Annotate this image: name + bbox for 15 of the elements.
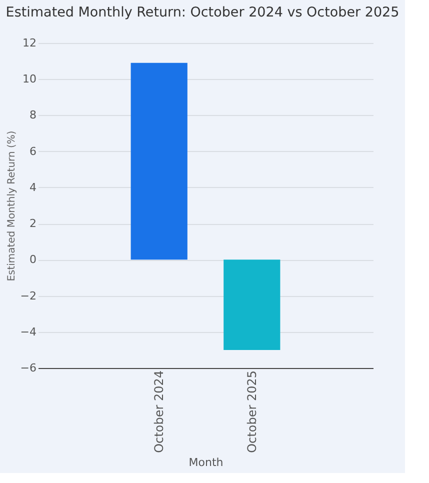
y-tick-label: −4 — [20, 325, 36, 338]
y-axis-title: Estimated Monthly Return (%) — [6, 130, 18, 282]
y-tick-label: 6 — [30, 144, 36, 158]
x-axis-title: Month — [188, 456, 224, 469]
chart-title: Estimated Monthly Return: October 2024 vs October 2025 — [6, 4, 400, 20]
x-tick-label: October 2024 — [152, 370, 166, 453]
y-tick-label: 12 — [22, 36, 36, 50]
y-tick-label: 8 — [30, 108, 36, 122]
y-tick-label: 0 — [30, 253, 36, 266]
y-tick-label: −2 — [20, 289, 36, 302]
y-tick-label: 10 — [22, 72, 36, 86]
y-tick-label: 2 — [30, 217, 36, 230]
y-tick-label: 4 — [30, 180, 36, 194]
x-tick-label: October 2025 — [244, 370, 259, 453]
y-tick-label: −6 — [20, 362, 36, 374]
